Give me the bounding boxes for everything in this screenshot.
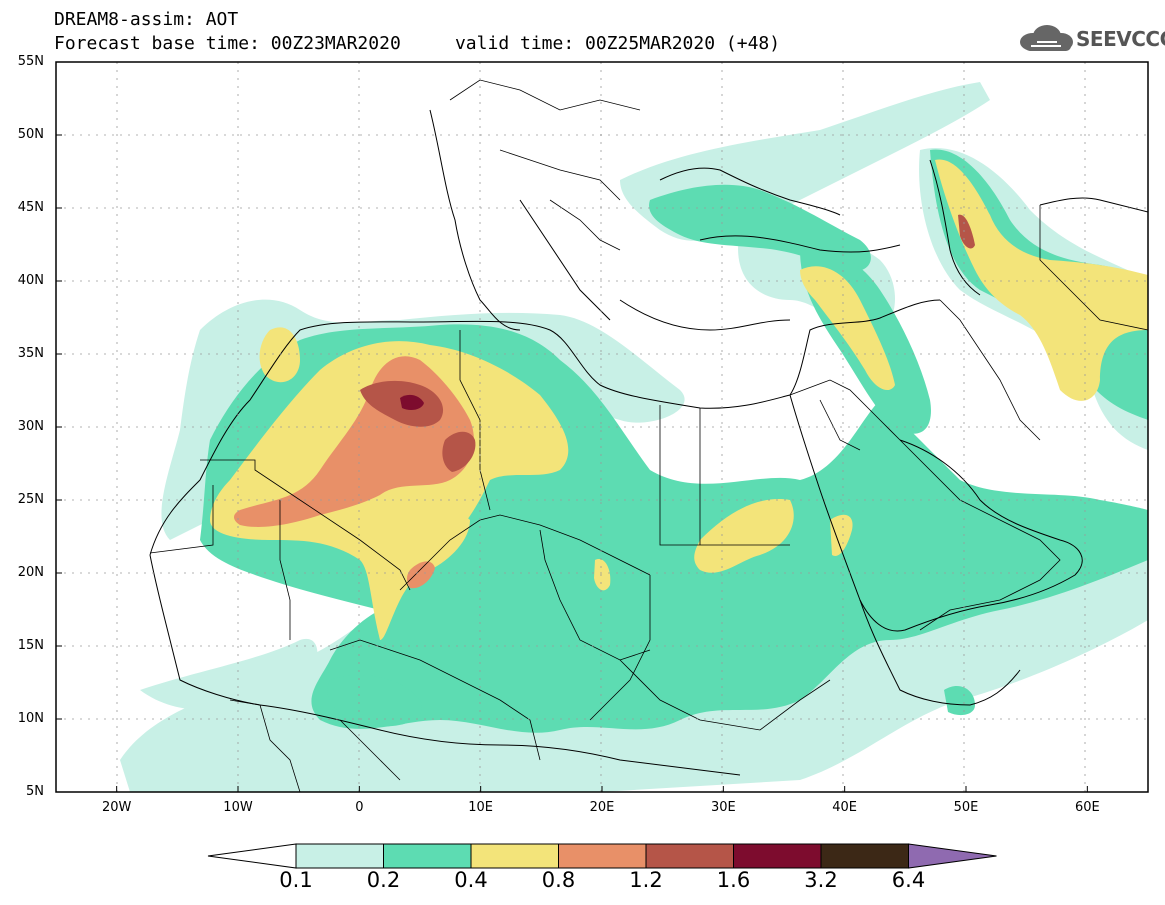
aot-field (120, 82, 1148, 792)
cloud-icon (1020, 25, 1073, 51)
lat-tick-label: 45N (17, 200, 44, 215)
colorbar-swatch (820, 843, 909, 869)
colorbar-swatch (558, 843, 647, 869)
colorbar-swatch (295, 843, 384, 869)
colorbar-lower-extension (207, 843, 297, 869)
lon-tick-label: 10E (468, 800, 494, 815)
lat-tick-label: 50N (17, 127, 44, 142)
axis-ticks (56, 61, 1088, 793)
colorbar-swatch (470, 843, 559, 869)
lat-tick-label: 35N (17, 346, 44, 361)
colorbar-level-label: 1.2 (629, 868, 663, 892)
colorbar-swatch (383, 843, 472, 869)
lat-tick-label: 55N (17, 54, 44, 69)
gridlines (56, 62, 1148, 792)
lon-tick-label: 60E (1074, 800, 1100, 815)
map-title: DREAM8-assim: AOT (54, 9, 239, 30)
lat-tick-label: 5N (26, 784, 44, 799)
colorbar-swatch (733, 843, 822, 869)
colorbar-level-label: 0.8 (541, 868, 576, 892)
colorbar-level-label: 6.4 (891, 868, 926, 892)
colorbar-level-label: 3.2 (804, 868, 838, 892)
lat-tick-label: 10N (17, 711, 44, 726)
colorbar-level-label: 1.6 (716, 868, 751, 892)
colorbar-level-label: 0.1 (279, 868, 313, 892)
lon-tick-label: 20W (101, 800, 132, 815)
colorbar-upper-extension (908, 843, 997, 869)
coastlines (149, 109, 1148, 776)
lat-tick-label: 25N (17, 492, 44, 507)
lon-tick-label: 0 (355, 800, 364, 815)
lon-tick-label: 10W (223, 800, 253, 815)
lon-tick-label: 20E (589, 800, 615, 815)
forecast-times: Forecast base time: 00Z23MAR2020 valid t… (54, 33, 781, 54)
logo-text: SEEVCCC (1076, 27, 1165, 51)
lat-tick-label: 40N (17, 273, 44, 288)
lon-tick-label: 30E (710, 800, 736, 815)
colorbar-level-label: 0.2 (366, 868, 401, 892)
lon-tick-label: 40E (832, 800, 858, 815)
lon-tick-label: 50E (953, 800, 979, 815)
colorbar-level-label: 0.4 (454, 868, 488, 892)
lat-tick-label: 30N (17, 419, 44, 434)
colorbar-swatch (645, 843, 734, 869)
lat-tick-label: 20N (17, 565, 44, 580)
lat-tick-label: 15N (17, 638, 44, 653)
